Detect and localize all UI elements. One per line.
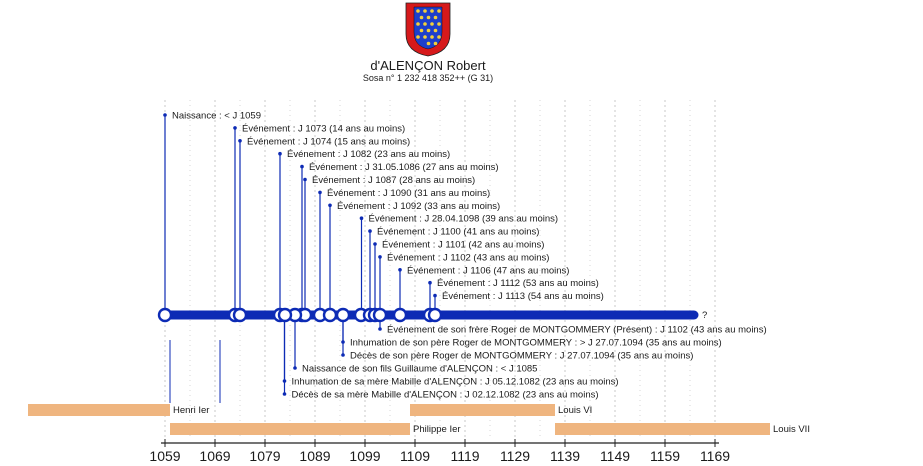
reign-bar xyxy=(170,423,410,435)
event-label: Événement : J 1100 (41 ans au moins) xyxy=(377,227,539,238)
fleur-dot xyxy=(426,41,431,46)
fleur-dot xyxy=(416,9,420,13)
event-label: Événement : J 1090 (31 ans au moins) xyxy=(327,188,490,199)
fleur-dot xyxy=(423,9,427,13)
fleur-dot xyxy=(437,9,441,13)
event-dot xyxy=(359,216,364,220)
person-name: d'ALENÇON Robert xyxy=(370,58,486,73)
fleur-dot xyxy=(437,35,441,39)
axis-tick-label: 1139 xyxy=(550,448,580,464)
reign-label: Louis VII xyxy=(773,424,810,435)
event-ring xyxy=(322,307,338,323)
fleur-dot xyxy=(430,22,434,26)
event-ring xyxy=(392,307,408,323)
year-axis: 1059 1069 1079 1089 1099 1109 1119 1129 1139 1149… xyxy=(149,439,730,464)
fleur-dot xyxy=(430,9,434,13)
axis-tick-label: 1069 xyxy=(199,448,230,464)
event-ring xyxy=(335,307,351,323)
event-dot xyxy=(428,280,432,285)
event-ring xyxy=(232,307,248,323)
coat-of-arms-icon xyxy=(405,2,451,57)
fleur-dot xyxy=(423,35,427,39)
event-dot xyxy=(163,113,167,117)
event-label: Événement : J 1113 (54 ans au moins) xyxy=(442,291,604,302)
event-dot xyxy=(341,353,345,357)
event-dot xyxy=(328,203,332,208)
reign-bar xyxy=(555,423,770,435)
axis-tick-label: 1149 xyxy=(600,448,630,464)
event-dot xyxy=(278,151,282,156)
axis-tick-label: 1099 xyxy=(349,448,380,464)
fleur-dot xyxy=(419,15,424,20)
sosa-number: Sosa n° 1 232 418 352++ (G 31) xyxy=(363,73,493,83)
axis-tick-label: 1059 xyxy=(149,448,180,464)
event-label: Événement : J 1106 (47 ans au moins) xyxy=(407,265,569,276)
event-ring xyxy=(157,307,173,323)
event-label: Événement : J 1101 (42 ans au moins) xyxy=(382,240,544,251)
event-ring xyxy=(372,307,388,323)
fleur-dot xyxy=(426,28,431,33)
reign-label: Henri Ier xyxy=(173,405,209,416)
reign-label: Louis VI xyxy=(558,405,592,416)
fleur-dot xyxy=(433,41,438,46)
fleur-dot xyxy=(437,22,441,26)
event-label: Événement : J 28.04.1098 (39 ans au moin… xyxy=(369,214,559,225)
event-dot xyxy=(433,293,437,298)
event-dot xyxy=(293,366,297,370)
reign-label: Philippe Ier xyxy=(413,424,461,435)
fleur-dot xyxy=(416,22,420,26)
event-label: Inhumation de sa mère Mabille d'ALENÇON … xyxy=(292,377,619,388)
event-dot xyxy=(318,190,322,195)
axis-tick-label: 1079 xyxy=(249,448,280,464)
event-label: Événement : J 1112 (53 ans au moins) xyxy=(437,278,599,289)
event-dot xyxy=(368,229,372,233)
event-label: Événement : J 1073 (14 ans au moins) xyxy=(242,123,405,134)
reign-bars: Henri Ier Louis VI Philippe Ier Louis VII xyxy=(28,340,810,435)
event-dot xyxy=(282,392,287,396)
event-label: Naissance : < J 1059 xyxy=(172,111,261,122)
fleur-dot xyxy=(426,15,431,20)
event-dot xyxy=(378,255,382,259)
axis-tick-label: 1089 xyxy=(299,448,330,464)
event-dot xyxy=(300,164,304,169)
event-dot xyxy=(303,177,307,182)
event-label: Naissance de son fils Guillaume d'ALENÇO… xyxy=(302,364,537,375)
axis-tick-label: 1109 xyxy=(400,448,430,464)
reign-bar xyxy=(28,404,170,416)
event-label: Événement : J 1092 (33 ans au moins) xyxy=(337,201,500,212)
event-dot xyxy=(378,327,382,331)
event-label: Inhumation de son père Roger de MONTGOMM… xyxy=(350,338,722,349)
fleur-dot xyxy=(416,35,420,39)
event-label: Événement : J 1102 (43 ans au moins) xyxy=(387,252,549,263)
axis-tick-label: 1129 xyxy=(500,448,530,464)
axis-tick-label: 1119 xyxy=(450,448,479,464)
event-dot xyxy=(373,242,377,246)
event-label: Décès de sa mère Mabille d'ALENÇON : J 0… xyxy=(292,390,599,401)
event-dot xyxy=(233,126,237,130)
event-ring xyxy=(427,307,443,323)
fleur-dot xyxy=(433,28,438,33)
fleur-dot xyxy=(433,15,438,20)
event-label: Événement de son frère Roger de MONTGOMM… xyxy=(387,325,767,336)
fleur-dot xyxy=(430,35,434,39)
event-ring xyxy=(277,307,293,323)
fleur-dot xyxy=(419,28,424,33)
event-label: Événement : J 31.05.1086 (27 ans au moin… xyxy=(309,162,499,173)
fleur-dot xyxy=(423,22,427,26)
event-dot xyxy=(238,139,242,143)
reign-bar xyxy=(410,404,555,416)
axis-tick-label: 1159 xyxy=(650,448,680,464)
event-stems xyxy=(163,113,437,396)
event-label: Événement : J 1087 (28 ans au moins) xyxy=(312,175,475,186)
event-label: Événement : J 1074 (15 ans au moins) xyxy=(247,136,410,147)
event-label: Décès de son père Roger de MONTGOMMERY :… xyxy=(350,351,693,362)
axis-tick-label: 1169 xyxy=(700,448,730,464)
grid-lines xyxy=(164,100,716,438)
event-dot xyxy=(398,268,402,272)
event-label: Événement : J 1082 (23 ans au moins) xyxy=(287,149,450,160)
lifeline: ? xyxy=(157,307,707,323)
lifeline-end-label: ? xyxy=(702,310,707,321)
